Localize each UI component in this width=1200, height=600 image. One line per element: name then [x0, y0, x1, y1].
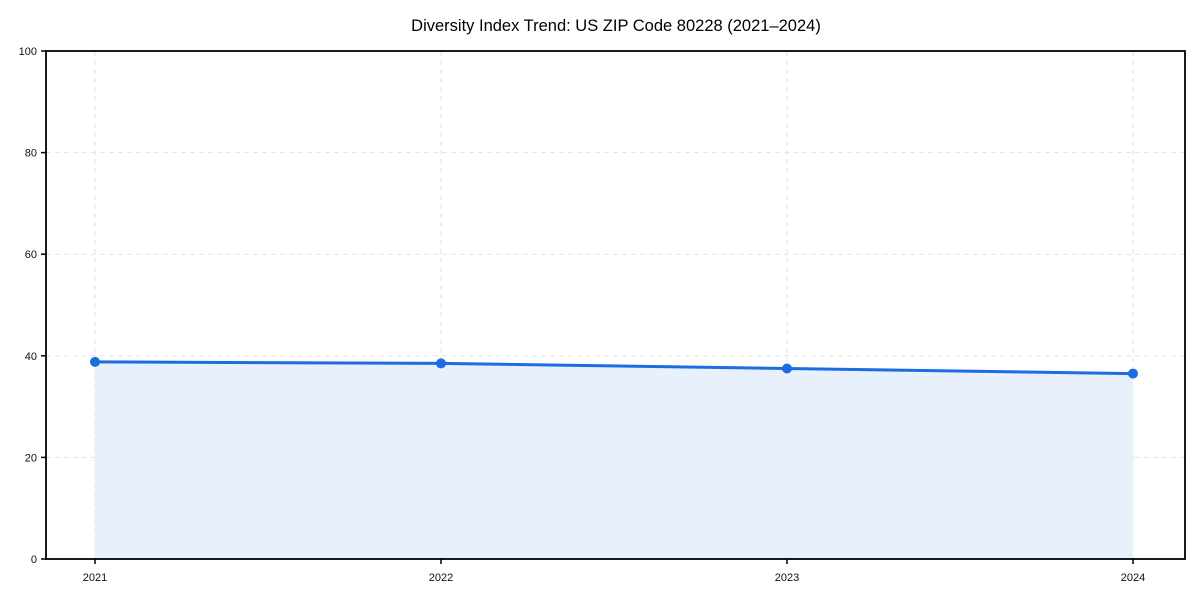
trend-line [93, 360, 1135, 376]
y-axis-tick-label: 20 [25, 452, 37, 464]
data-point-marker [436, 358, 446, 369]
area-fill [95, 361, 1133, 559]
y-axis-tick-label: 100 [19, 46, 37, 58]
x-axis-tick-label: 2023 [775, 572, 799, 584]
data-point-marker [90, 356, 100, 367]
y-axis-tick-label: 40 [25, 351, 37, 363]
y-axis-tick-label: 0 [31, 554, 37, 566]
x-axis-tick-label: 2021 [83, 572, 107, 584]
y-axis-tick-label: 80 [25, 148, 37, 160]
x-axis-tick-label: 2022 [429, 572, 453, 584]
y-axis-tick-label: 60 [25, 249, 37, 261]
data-point-marker [1128, 368, 1138, 379]
plot-border [45, 50, 1186, 560]
chart-title: Diversity Index Trend: US ZIP Code 80228… [411, 17, 821, 35]
data-point-marker [782, 363, 792, 374]
x-axis-tick-label: 2024 [1121, 572, 1145, 584]
